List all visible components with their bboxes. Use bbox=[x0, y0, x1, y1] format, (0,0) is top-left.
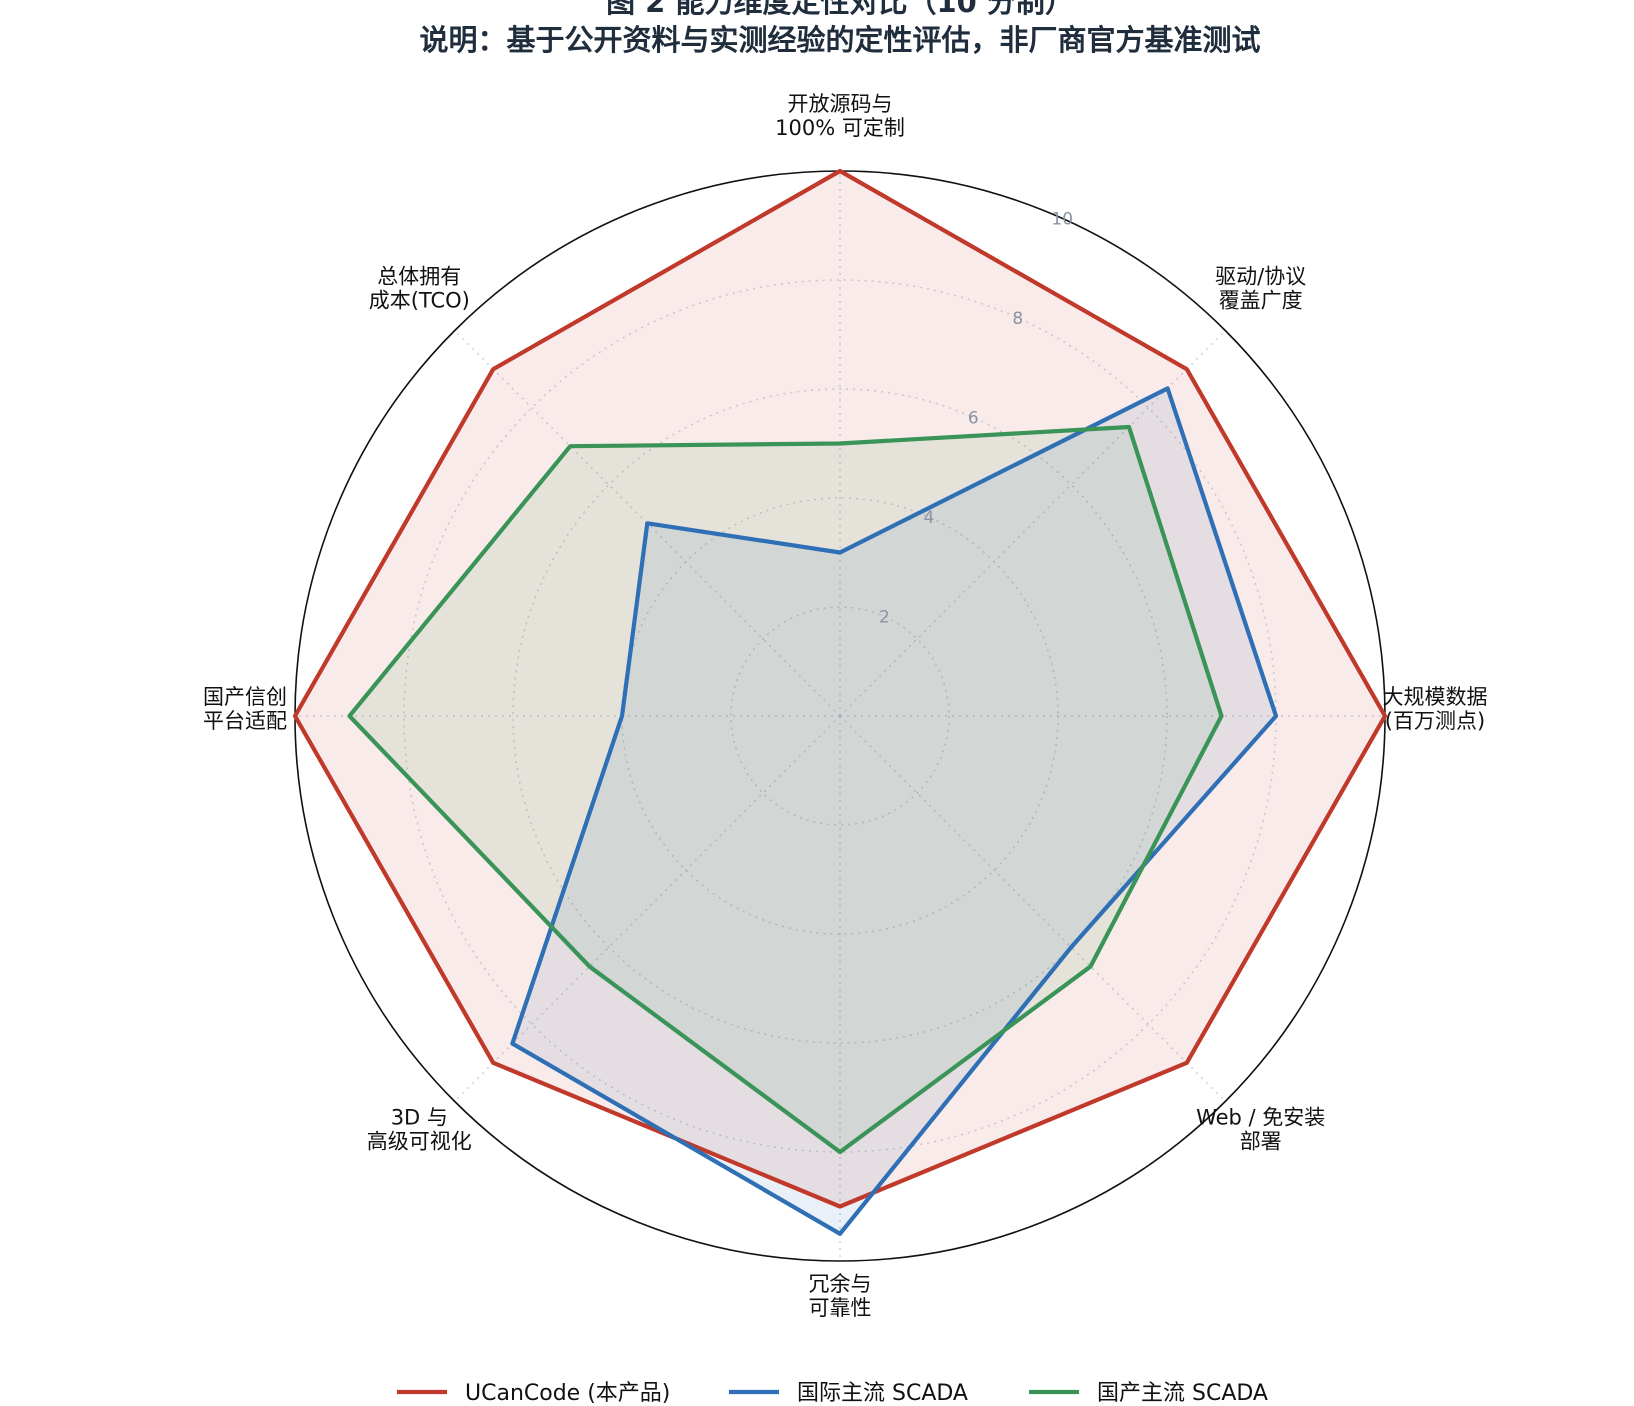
axis-label-5-line1: 3D 与 bbox=[391, 1106, 448, 1130]
axis-label-0-line1: 开放源码与 bbox=[788, 92, 893, 116]
axis-label-4-line2: 可靠性 bbox=[809, 1296, 872, 1320]
legend-label-2: 国产主流 SCADA bbox=[1097, 1381, 1268, 1406]
grid-circle-6 bbox=[512, 388, 1168, 1044]
chart-title-line2: 说明：基于公开资料与实测经验的定性评估，非厂商官方基准测试 bbox=[419, 23, 1260, 57]
axis-label-3-line2: 部署 bbox=[1240, 1130, 1282, 1154]
axis-label-5-line2: 高级可视化 bbox=[367, 1130, 472, 1154]
series-line-1 bbox=[510, 386, 1279, 1236]
axis-label-2-line1: 大规模数据 bbox=[1383, 685, 1488, 709]
axis-label-1-line2: 覆盖广度 bbox=[1219, 288, 1303, 312]
axis-label-4-line1: 冗余与 bbox=[809, 1272, 872, 1296]
series-fill-2 bbox=[349, 427, 1222, 1152]
tick-label-8: 8 bbox=[1012, 309, 1023, 329]
series-fills bbox=[295, 171, 1385, 1234]
legend-label-0: UCanCode (本产品) bbox=[465, 1381, 670, 1406]
series-line-0 bbox=[292, 168, 1388, 1209]
tick-label-2: 2 bbox=[879, 608, 890, 628]
axis-label-1-line1: 驱动/协议 bbox=[1215, 264, 1306, 288]
series-line-2 bbox=[347, 424, 1224, 1155]
axis-label-6-line1: 国产信创 bbox=[203, 685, 287, 709]
axis-label-3-line1: Web / 免安装 bbox=[1196, 1106, 1325, 1130]
tick-label-10: 10 bbox=[1051, 209, 1073, 229]
axis-label-0-line2: 100% 可定制 bbox=[775, 116, 905, 140]
series-fill-1 bbox=[512, 388, 1276, 1234]
chart-title-line1: 图 2 能力维度定性对比（10 分制） bbox=[606, 0, 1074, 19]
tick-label-4: 4 bbox=[923, 508, 934, 528]
grid-circle-2 bbox=[730, 606, 950, 826]
axis-label-7-line2: 成本(TCO) bbox=[369, 288, 470, 312]
axis-label-6-line2: 平台适配 bbox=[203, 709, 287, 733]
legend: UCanCode (本产品) 国际主流 SCADA 国产主流 SCADA bbox=[397, 1381, 1268, 1406]
legend-label-1: 国际主流 SCADA bbox=[797, 1381, 968, 1406]
radial-tick-labels: 2 4 6 8 10 bbox=[879, 209, 1073, 627]
series-lines bbox=[292, 168, 1388, 1236]
axis-label-7-line1: 总体拥有 bbox=[377, 264, 461, 288]
tick-label-6: 6 bbox=[968, 408, 979, 428]
axis-label-2-line2: (百万测点) bbox=[1385, 709, 1485, 733]
